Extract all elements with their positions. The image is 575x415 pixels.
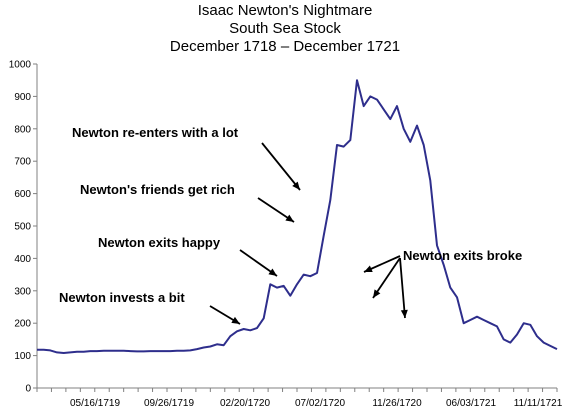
- annotations: Newton re-enters with a lot Newton's fri…: [59, 125, 522, 305]
- arrow-exits-happy: [239, 249, 278, 277]
- y-tick-label: 1000: [9, 60, 32, 71]
- x-tick-label: 09/26/1719: [144, 398, 194, 409]
- chart-title-line-1: Isaac Newton's Nightmare: [198, 2, 373, 19]
- y-tick-label: 900: [14, 92, 31, 103]
- arrow-exits-broke-1: [363, 255, 401, 273]
- y-tick-label: 400: [14, 254, 31, 265]
- x-tick-label: 11/11/1721: [514, 398, 563, 409]
- annotation-exits-happy: Newton exits happy: [98, 235, 221, 250]
- y-tick-label: 800: [14, 124, 31, 135]
- y-tick-label: 500: [14, 222, 31, 233]
- annotation-re-enters: Newton re-enters with a lot: [72, 125, 239, 140]
- x-tick-label: 02/20/1720: [220, 398, 270, 409]
- y-tick-label: 600: [14, 189, 31, 200]
- x-tick-label: 07/02/1720: [295, 398, 345, 409]
- x-tick-label: 05/16/1719: [70, 398, 120, 409]
- arrow-friends-rich: [257, 197, 295, 223]
- chart-title-line-3: December 1718 – December 1721: [170, 38, 400, 55]
- arrow-exits-broke-2: [372, 257, 401, 299]
- y-tick-label: 100: [14, 351, 31, 362]
- annotation-exits-broke: Newton exits broke: [403, 248, 522, 263]
- annotation-friends-rich: Newton's friends get rich: [80, 182, 235, 197]
- y-tick-label: 300: [14, 286, 31, 297]
- chart-title-line-2: South Sea Stock: [229, 20, 341, 37]
- y-tick-label: 200: [14, 319, 31, 330]
- arrow-invests-bit: [209, 305, 241, 325]
- arrow-exits-broke-3: [399, 257, 408, 319]
- annotation-arrows: [209, 142, 408, 325]
- series-line: [37, 79, 558, 354]
- x-axis: 05/16/1719 09/26/1719 02/20/1720 07/02/1720…: [36, 387, 563, 409]
- x-tick-label: 06/03/1721: [446, 398, 496, 409]
- y-tick-label: 700: [14, 157, 31, 168]
- y-axis: 0 100 200 300 400 500 600 700 800 900 1000: [9, 60, 38, 395]
- series: [37, 79, 558, 354]
- annotation-invests-bit: Newton invests a bit: [59, 290, 185, 305]
- y-tick-label: 0: [25, 384, 31, 395]
- x-tick-label: 11/26/1720: [372, 398, 422, 409]
- arrow-re-enters: [261, 142, 301, 191]
